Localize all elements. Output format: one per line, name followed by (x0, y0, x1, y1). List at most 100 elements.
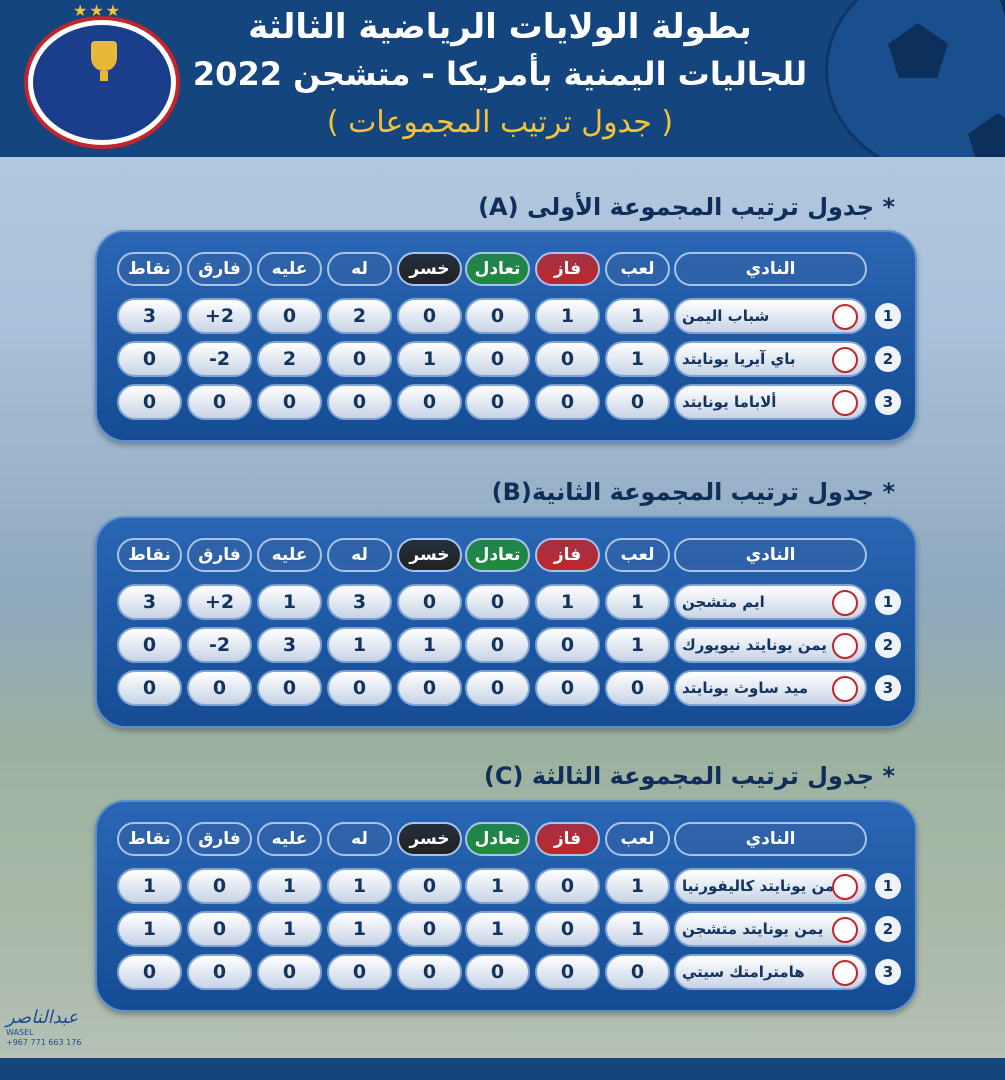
club-name: باي آيريا يونايتد (682, 350, 796, 368)
header-goals-for: له (327, 822, 392, 856)
rank-badge: 1 (875, 873, 901, 899)
goals-for-cell: 1 (327, 868, 392, 904)
drawn-cell: 0 (465, 584, 530, 620)
points-cell: 0 (117, 384, 182, 420)
club-name-cell: هامترامتك سيتي (674, 954, 867, 990)
club-name-cell: يمن يونايتد كاليفورنيا (674, 868, 867, 904)
drawn-cell: 0 (465, 627, 530, 663)
played-cell: 1 (605, 868, 670, 904)
points-cell: 3 (117, 298, 182, 334)
played-cell: 1 (605, 911, 670, 947)
goals-against-cell: 1 (257, 584, 322, 620)
goal-diff-cell: -2 (187, 341, 252, 377)
rank-badge: 2 (875, 346, 901, 372)
group-title: * جدول ترتيب المجموعة الأولى (A) (478, 193, 895, 221)
header-goals-against: عليه (257, 538, 322, 572)
signature-latin: WASEL (6, 1027, 34, 1037)
header-drawn: تعادل (465, 252, 530, 286)
won-cell: 1 (535, 584, 600, 620)
points-cell: 1 (117, 911, 182, 947)
goals-for-cell: 1 (327, 911, 392, 947)
header-lost: خسر (397, 538, 462, 572)
drawn-cell: 0 (465, 670, 530, 706)
points-cell: 0 (117, 954, 182, 990)
header-goal-diff: فارق (187, 252, 252, 286)
drawn-cell: 0 (465, 384, 530, 420)
points-cell: 0 (117, 341, 182, 377)
won-cell: 1 (535, 298, 600, 334)
header-goals-against: عليه (257, 822, 322, 856)
signature-phone: +967 771 663 176 (6, 1038, 82, 1048)
goal-diff-cell: 0 (187, 670, 252, 706)
goals-for-cell: 0 (327, 341, 392, 377)
rank-badge: 3 (875, 675, 901, 701)
goals-for-cell: 3 (327, 584, 392, 620)
lost-cell: 0 (397, 298, 462, 334)
group-title: * جدول ترتيب المجموعة الثانية(B) (491, 478, 895, 506)
points-cell: 0 (117, 670, 182, 706)
goal-diff-cell: 0 (187, 384, 252, 420)
won-cell: 0 (535, 911, 600, 947)
group-title: * جدول ترتيب المجموعة الثالثة (C) (483, 762, 895, 790)
header-banner: ★★★ بطولة الولايات الرياضية الثالثة للجا… (0, 0, 1005, 157)
club-name-cell: يمن يونايتد متشجن (674, 911, 867, 947)
club-name: يمن يونايتد كاليفورنيا (682, 877, 841, 895)
won-cell: 0 (535, 384, 600, 420)
club-crest-icon (832, 347, 858, 373)
club-crest-icon (832, 304, 858, 330)
header-goals-for: له (327, 252, 392, 286)
won-cell: 0 (535, 868, 600, 904)
rank-badge: 1 (875, 589, 901, 615)
played-cell: 0 (605, 670, 670, 706)
designer-signature: عبدالناصر WASEL +967 771 663 176 (6, 1008, 81, 1049)
won-cell: 0 (535, 341, 600, 377)
goals-for-cell: 0 (327, 384, 392, 420)
header-won: فاز (535, 822, 600, 856)
drawn-cell: 0 (465, 341, 530, 377)
club-name-cell: يمن يونايتد نيويورك (674, 627, 867, 663)
club-name: يمن يونايتد متشجن (682, 920, 824, 938)
group-table: النادي لعب فاز تعادل خسر له عليه فارق نقاط 1 يمن ي… (95, 800, 917, 1012)
club-crest-icon (832, 874, 858, 900)
club-name: شباب اليمن (682, 307, 770, 325)
goal-diff-cell: +2 (187, 298, 252, 334)
tournament-logo: ★★★ (28, 1, 176, 145)
header-points: نقاط (117, 538, 182, 572)
soccer-ball-graphic (825, 0, 1005, 157)
won-cell: 0 (535, 627, 600, 663)
club-name-cell: باي آيريا يونايتد (674, 341, 867, 377)
club-name: ميد ساوث يونايتد (682, 679, 809, 697)
club-name-cell: شباب اليمن (674, 298, 867, 334)
goals-for-cell: 0 (327, 670, 392, 706)
points-cell: 3 (117, 584, 182, 620)
header-club: النادي (674, 538, 867, 572)
club-name-cell: ايم متشجن (674, 584, 867, 620)
goals-against-cell: 0 (257, 298, 322, 334)
drawn-cell: 1 (465, 911, 530, 947)
stars-icon: ★★★ (73, 1, 123, 20)
header-won: فاز (535, 252, 600, 286)
group-table: النادي لعب فاز تعادل خسر له عليه فارق نقاط 1 ايم م… (95, 516, 917, 728)
header-played: لعب (605, 822, 670, 856)
drawn-cell: 0 (465, 298, 530, 334)
header-won: فاز (535, 538, 600, 572)
goals-against-cell: 0 (257, 384, 322, 420)
rank-badge: 3 (875, 959, 901, 985)
header-points: نقاط (117, 822, 182, 856)
played-cell: 0 (605, 384, 670, 420)
title-line-2: للجاليات اليمنية بأمريكا - متشجن 2022 (192, 55, 808, 93)
header-lost: خسر (397, 822, 462, 856)
club-crest-icon (832, 590, 858, 616)
goals-against-cell: 2 (257, 341, 322, 377)
club-name: ألاباما يونايتد (682, 393, 777, 411)
club-name: ايم متشجن (682, 593, 765, 611)
won-cell: 0 (535, 954, 600, 990)
played-cell: 1 (605, 627, 670, 663)
played-cell: 1 (605, 341, 670, 377)
lost-cell: 0 (397, 384, 462, 420)
club-name: يمن يونايتد نيويورك (682, 636, 827, 654)
header-goals-for: له (327, 538, 392, 572)
title-line-1: بطولة الولايات الرياضية الثالثة (248, 7, 752, 47)
rank-badge: 2 (875, 632, 901, 658)
lost-cell: 0 (397, 868, 462, 904)
